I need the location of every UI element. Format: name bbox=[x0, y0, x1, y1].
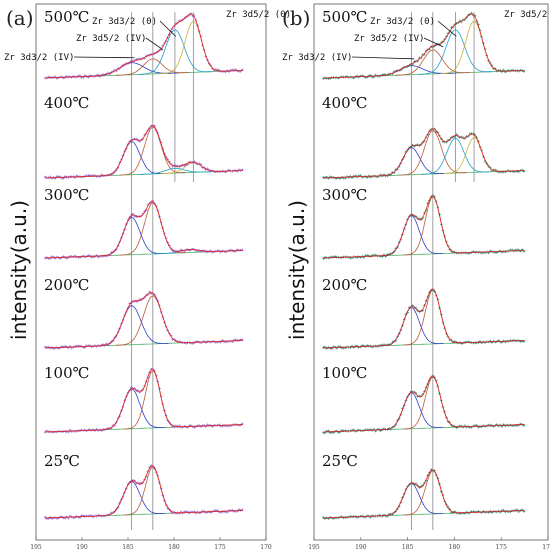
component-peak bbox=[421, 137, 489, 175]
peak-annotation: Zr 3d5/2 (0) bbox=[504, 10, 550, 20]
panel-b: (b) intensity(a.u.) 195 190 185 180 175 170 500℃… bbox=[282, 3, 550, 551]
annotation-arrow bbox=[351, 56, 415, 60]
envelope-fit bbox=[323, 195, 525, 259]
y-axis-label: intensity(a.u.) bbox=[7, 200, 31, 340]
peak-annotation: Zr 3d5/2 (IV) bbox=[76, 34, 146, 44]
annotation-arrow bbox=[145, 37, 164, 51]
envelope-fit bbox=[323, 128, 525, 179]
envelope-fit bbox=[323, 13, 525, 79]
panel-a: (a) intensity(a.u.) 195 190 185 180 175 170 500℃… bbox=[4, 3, 291, 551]
series-label: 200℃ bbox=[322, 276, 367, 294]
series-4: 100℃ bbox=[43, 364, 244, 434]
plot-frame bbox=[313, 3, 549, 541]
peak-annotation: Zr 3d3/2 (0) bbox=[370, 17, 435, 27]
x-tick-label: 195 bbox=[30, 544, 42, 551]
component-peak bbox=[417, 29, 493, 75]
component-peak bbox=[116, 58, 190, 76]
series-5: 25℃ bbox=[43, 452, 244, 521]
annotation-arrow bbox=[437, 20, 457, 37]
series-0: 500℃ bbox=[322, 8, 526, 80]
x-tick-label: 190 bbox=[355, 544, 367, 551]
x-tick-label: 170 bbox=[542, 544, 550, 551]
x-tick-label: 190 bbox=[76, 544, 88, 551]
series-label: 25℃ bbox=[322, 452, 358, 470]
peak-annotation: Zr 3d5/2 (IV) bbox=[354, 34, 424, 44]
series-4: 100℃ bbox=[322, 364, 526, 435]
series-label: 400℃ bbox=[322, 94, 367, 112]
peak-annotation: Zr 3d3/2 (IV) bbox=[282, 53, 352, 63]
envelope-fit bbox=[45, 292, 243, 349]
component-peak bbox=[138, 167, 212, 175]
series-2: 300℃ bbox=[43, 186, 244, 260]
panel-label: (b) bbox=[282, 6, 310, 30]
series-label: 300℃ bbox=[44, 186, 89, 204]
series-label: 300℃ bbox=[322, 186, 367, 204]
series-label: 100℃ bbox=[44, 364, 89, 382]
x-tick-label: 170 bbox=[260, 544, 272, 551]
envelope-fit bbox=[323, 375, 525, 433]
x-tick-label: 180 bbox=[168, 544, 180, 551]
envelope-fit bbox=[45, 200, 243, 259]
data-points bbox=[43, 290, 244, 350]
envelope-fit bbox=[45, 13, 243, 79]
envelope-fit bbox=[45, 465, 243, 519]
series-0: 500℃ bbox=[43, 8, 244, 80]
series-3: 200℃ bbox=[322, 276, 526, 350]
envelope-fit bbox=[323, 288, 525, 349]
annotation-arrow bbox=[159, 20, 177, 37]
data-points bbox=[43, 199, 244, 260]
x-tick-label: 180 bbox=[449, 544, 461, 551]
series-1: 400℃ bbox=[43, 94, 244, 180]
series-label: 400℃ bbox=[44, 94, 89, 112]
series-2: 300℃ bbox=[322, 186, 526, 260]
envelope-fit bbox=[45, 369, 243, 433]
series-label: 100℃ bbox=[322, 364, 367, 382]
envelope-fit bbox=[323, 469, 525, 519]
peak-annotation: Zr 3d3/2 (IV) bbox=[4, 53, 74, 63]
x-tick-label: 175 bbox=[495, 544, 507, 551]
series-1: 400℃ bbox=[322, 94, 526, 180]
annotation-arrow bbox=[423, 37, 444, 48]
component-peak bbox=[119, 126, 187, 176]
data-points bbox=[43, 124, 244, 180]
series-label: 500℃ bbox=[322, 8, 367, 26]
series-label: 25℃ bbox=[44, 452, 80, 470]
x-tick-label: 185 bbox=[402, 544, 414, 551]
series-3: 200℃ bbox=[43, 276, 244, 350]
series-label: 200℃ bbox=[44, 276, 89, 294]
peak-annotation: Zr 3d5/2 (0) bbox=[226, 10, 291, 20]
y-axis-label: intensity(a.u.) bbox=[285, 200, 309, 340]
peak-annotation: Zr 3d3/2 (0) bbox=[92, 17, 157, 27]
component-peak bbox=[395, 49, 471, 76]
annotation-arrow bbox=[73, 56, 135, 59]
plot-frame bbox=[35, 3, 267, 541]
x-tick-label: 195 bbox=[308, 544, 320, 551]
series-5: 25℃ bbox=[322, 452, 526, 520]
series-label: 500℃ bbox=[44, 8, 89, 26]
component-peak bbox=[138, 29, 212, 75]
x-tick-label: 175 bbox=[214, 544, 226, 551]
x-tick-label: 185 bbox=[122, 544, 134, 551]
envelope-fit bbox=[45, 125, 243, 179]
panel-label: (a) bbox=[6, 6, 34, 30]
